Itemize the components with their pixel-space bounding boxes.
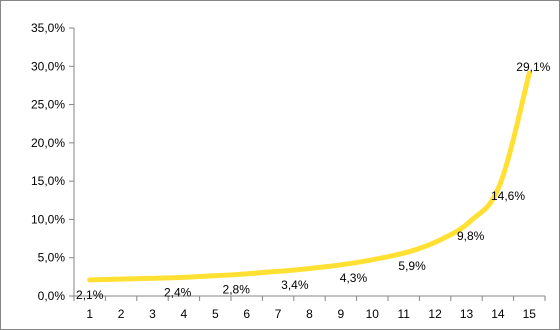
x-tick-label: 13 [460, 307, 474, 321]
y-tick-label: 25,0% [31, 98, 65, 112]
x-tick-label: 2 [118, 307, 125, 321]
y-tick-label: 15,0% [31, 174, 65, 188]
data-label: 3,4% [281, 278, 309, 292]
data-label: 5,9% [398, 259, 426, 273]
x-tick-label: 15 [523, 307, 537, 321]
x-tick-label: 12 [428, 307, 442, 321]
x-tick-label: 9 [338, 307, 345, 321]
y-tick-label: 35,0% [31, 21, 65, 35]
data-label: 14,6% [491, 189, 525, 203]
x-tick-label: 5 [212, 307, 219, 321]
x-tick-label: 11 [397, 307, 410, 321]
series-line [87, 70, 532, 283]
x-tick-label: 4 [181, 307, 188, 321]
x-tick-label: 6 [243, 307, 250, 321]
data-label: 9,8% [457, 229, 485, 243]
y-tick-label: 5,0% [38, 251, 66, 265]
data-label: 2,4% [164, 286, 192, 300]
x-tick-label: 14 [491, 307, 505, 321]
x-axis: 1 2 3 4 5 6 7 8 9 10 11 12 13 14 15 [73, 295, 546, 321]
x-tick-label: 7 [275, 307, 282, 321]
data-labels: 2,1% 2,4% 2,8% 3,4% 4,3% 5,9% 9,8% 14,6% 29,1% [76, 60, 551, 302]
x-tick-label: 10 [366, 307, 380, 321]
y-axis: 0,0% 5,0% 10,0% 15,0% 20,0% 25,0% 30,0% 35,0% [31, 21, 75, 303]
data-label: 4,3% [340, 271, 368, 285]
data-label: 2,1% [76, 288, 104, 302]
x-tick-label: 8 [306, 307, 313, 321]
data-label: 29,1% [516, 60, 550, 74]
y-tick-label: 20,0% [31, 136, 65, 150]
data-label: 2,8% [223, 283, 251, 297]
y-tick-label: 30,0% [31, 59, 65, 73]
x-tick-label: 1 [86, 307, 93, 321]
series-layer [87, 70, 532, 283]
y-tick-label: 0,0% [38, 289, 66, 303]
y-tick-label: 10,0% [31, 212, 65, 226]
x-tick-label: 3 [149, 307, 156, 321]
